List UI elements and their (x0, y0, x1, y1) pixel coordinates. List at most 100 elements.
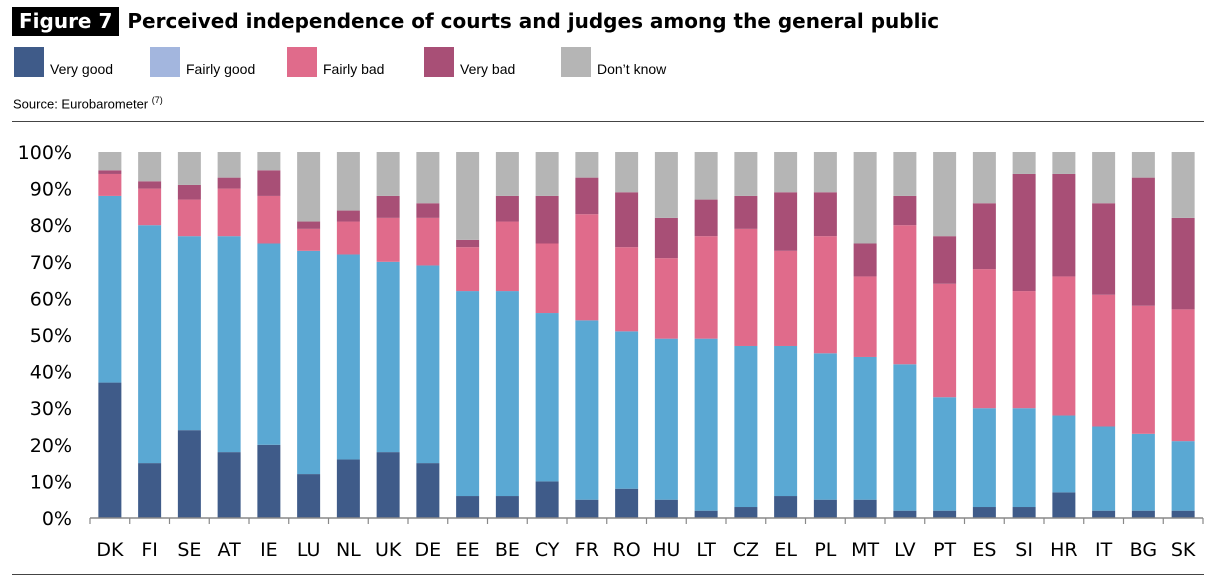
legend-swatch-fairly-bad (287, 47, 317, 77)
bar-segment (972, 269, 996, 409)
bar-segment (416, 463, 440, 518)
bar-segment (297, 152, 321, 222)
legend-label-dont-know: Don’t know (597, 61, 667, 77)
x-tick-label: CZ (733, 539, 759, 561)
bar-segment (217, 236, 241, 453)
x-tick-label: LV (894, 539, 916, 561)
bar-segment (694, 236, 718, 339)
bar-segment (257, 195, 281, 244)
bar-segment (336, 210, 360, 222)
bar-segment (575, 499, 599, 518)
bar-segment (98, 195, 122, 383)
bar-segment (1092, 203, 1116, 295)
bar-segment (1012, 408, 1036, 508)
bar-segment (615, 192, 639, 248)
bar-segment (933, 152, 957, 237)
bar-segment (1012, 152, 1036, 174)
bar-segment (734, 228, 758, 346)
x-tick-label: EL (774, 539, 797, 561)
x-tick-label: CY (535, 539, 560, 561)
bar-segment (575, 177, 599, 215)
bar-segment (1052, 276, 1076, 416)
bar-segment (774, 152, 798, 193)
bar-segment (694, 152, 718, 200)
bar-segment (297, 221, 321, 229)
x-tick-label: PT (933, 539, 956, 561)
legend-swatch-very-bad (424, 47, 454, 77)
bar-segment (575, 152, 599, 178)
bar-segment (98, 382, 122, 518)
bar-segment (495, 152, 519, 196)
x-tick-label: IT (1095, 539, 1113, 561)
y-tick-label: 30% (30, 398, 72, 420)
bar-segment (495, 221, 519, 292)
bar-segment (336, 254, 360, 460)
bar-segment (1052, 415, 1076, 493)
bar-segment (654, 152, 678, 218)
bar-segment (456, 496, 480, 518)
bar-segment (456, 247, 480, 292)
bar-segment (615, 488, 639, 518)
bar-segment (535, 481, 559, 518)
bar-segment (575, 320, 599, 500)
bar-segment (1171, 510, 1195, 518)
bar-segment (217, 188, 241, 237)
bar-segment (336, 152, 360, 211)
x-tick-label: EE (456, 539, 480, 561)
bar-segment (853, 499, 877, 518)
bar-segment (654, 499, 678, 518)
bar-segment (98, 173, 122, 196)
bar-segment (495, 291, 519, 497)
bar-segment (456, 239, 480, 248)
bar-segment (456, 152, 480, 240)
x-tick-label: HU (652, 539, 680, 561)
bar-segment (376, 195, 400, 218)
bar-segment (813, 152, 837, 193)
bar-segment (177, 199, 201, 237)
bar-segment (853, 152, 877, 244)
stacked-bar-chart: 0% 10% 20% 30% 40% 50% 60% 70% 80% 90% 100% DK FI SE A… (18, 142, 1204, 561)
bar-segment (774, 345, 798, 497)
bar-segment (416, 265, 440, 464)
bar-segment (495, 496, 519, 518)
bar-segment (177, 184, 201, 200)
x-tick-label: IE (260, 539, 278, 561)
bar-segment (813, 499, 837, 518)
y-tick-label: 50% (30, 325, 72, 347)
top-divider (12, 121, 1204, 122)
x-tick-label: DE (415, 539, 442, 561)
bar-segment (1012, 507, 1036, 518)
bar-segment (615, 152, 639, 193)
x-tick-label: FI (141, 539, 158, 561)
x-tick-label: NL (336, 539, 361, 561)
bar-segment (297, 474, 321, 518)
bar-segment (98, 152, 122, 171)
bar-segment (1171, 217, 1195, 310)
source-footnote: (7) (151, 95, 163, 105)
bar-segment (972, 408, 996, 508)
bar-segment (1092, 426, 1116, 511)
bar-segment (138, 188, 162, 226)
bar-segment (297, 250, 321, 475)
bar-segment (893, 152, 917, 196)
bar-segment (1131, 433, 1155, 511)
bar-segment (893, 195, 917, 226)
x-tick-label: LU (297, 539, 321, 561)
x-tick-label: BE (495, 539, 520, 561)
legend-label-fairly-good: Fairly good (186, 61, 256, 77)
bar-segment (177, 152, 201, 185)
chart-title: Perceived independence of courts and jud… (127, 9, 940, 33)
bar-segment (853, 356, 877, 500)
bar-segment (376, 452, 400, 518)
bar-segment (774, 496, 798, 518)
bar-segment (774, 192, 798, 251)
y-tick-label: 80% (30, 215, 72, 237)
y-tick-label: 20% (30, 435, 72, 457)
legend-label-very-bad: Very bad (460, 61, 516, 77)
bar-segment (257, 170, 281, 196)
x-tick-label: SK (1171, 539, 1196, 561)
bar-segment (138, 181, 162, 189)
figure-label: Figure 7 (12, 6, 120, 36)
bar-segment (177, 430, 201, 518)
bar-segment (853, 243, 877, 277)
